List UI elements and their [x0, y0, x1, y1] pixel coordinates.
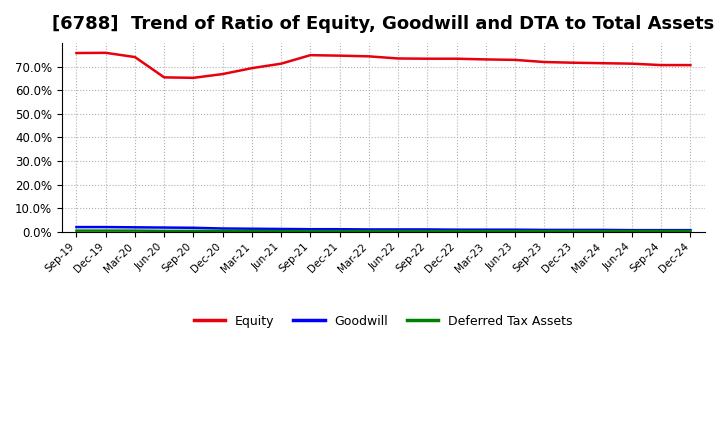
Equity [657, 62, 665, 68]
Deferred Tax Assets [248, 228, 256, 234]
Goodwill [394, 227, 402, 232]
Deferred Tax Assets [628, 228, 636, 234]
Title: [6788]  Trend of Ratio of Equity, Goodwill and DTA to Total Assets: [6788] Trend of Ratio of Equity, Goodwil… [53, 15, 714, 33]
Goodwill [540, 227, 549, 233]
Equity [336, 53, 344, 58]
Goodwill [510, 227, 519, 232]
Equity [218, 71, 227, 77]
Deferred Tax Assets [686, 228, 695, 234]
Equity [394, 56, 402, 61]
Goodwill [598, 227, 607, 233]
Deferred Tax Assets [160, 228, 168, 234]
Equity [452, 56, 461, 61]
Goodwill [336, 227, 344, 232]
Goodwill [628, 227, 636, 233]
Equity [423, 56, 431, 61]
Equity [510, 57, 519, 62]
Goodwill [72, 224, 81, 230]
Equity [72, 51, 81, 56]
Deferred Tax Assets [452, 228, 461, 234]
Goodwill [452, 227, 461, 232]
Equity [130, 55, 139, 60]
Deferred Tax Assets [336, 228, 344, 234]
Equity [686, 62, 695, 68]
Goodwill [686, 227, 695, 233]
Goodwill [102, 224, 110, 230]
Goodwill [657, 227, 665, 233]
Goodwill [218, 226, 227, 231]
Deferred Tax Assets [102, 228, 110, 233]
Deferred Tax Assets [218, 228, 227, 234]
Deferred Tax Assets [482, 228, 490, 234]
Deferred Tax Assets [510, 228, 519, 234]
Equity [482, 57, 490, 62]
Deferred Tax Assets [569, 228, 577, 234]
Goodwill [130, 225, 139, 230]
Deferred Tax Assets [364, 228, 373, 234]
Deferred Tax Assets [189, 228, 198, 234]
Deferred Tax Assets [72, 228, 81, 233]
Deferred Tax Assets [598, 228, 607, 234]
Deferred Tax Assets [657, 228, 665, 234]
Goodwill [248, 226, 256, 231]
Goodwill [189, 225, 198, 231]
Deferred Tax Assets [423, 228, 431, 234]
Deferred Tax Assets [276, 228, 285, 234]
Line: Equity: Equity [76, 53, 690, 78]
Goodwill [160, 225, 168, 230]
Equity [598, 61, 607, 66]
Goodwill [423, 227, 431, 232]
Equity [628, 61, 636, 66]
Line: Goodwill: Goodwill [76, 227, 690, 230]
Deferred Tax Assets [130, 228, 139, 233]
Goodwill [569, 227, 577, 233]
Equity [306, 52, 315, 58]
Goodwill [364, 227, 373, 232]
Deferred Tax Assets [306, 228, 315, 234]
Equity [102, 50, 110, 55]
Equity [276, 61, 285, 66]
Equity [248, 66, 256, 71]
Equity [364, 54, 373, 59]
Goodwill [276, 226, 285, 231]
Goodwill [306, 227, 315, 232]
Equity [189, 75, 198, 81]
Goodwill [482, 227, 490, 232]
Equity [569, 60, 577, 66]
Equity [160, 75, 168, 80]
Equity [540, 59, 549, 65]
Legend: Equity, Goodwill, Deferred Tax Assets: Equity, Goodwill, Deferred Tax Assets [189, 310, 578, 333]
Deferred Tax Assets [540, 228, 549, 234]
Deferred Tax Assets [394, 228, 402, 234]
